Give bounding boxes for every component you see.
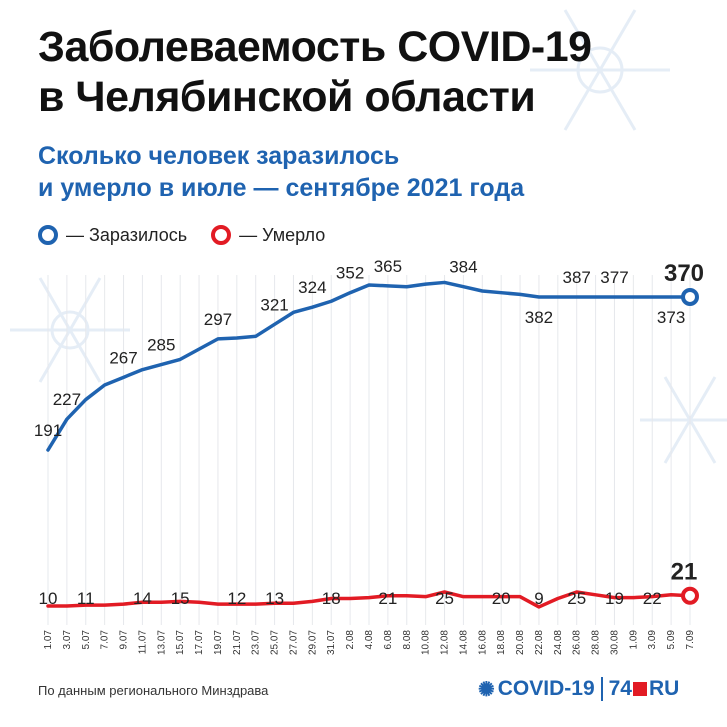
x-tick-label: 4.08 xyxy=(364,630,375,650)
data-label: 15 xyxy=(171,589,190,608)
subtitle-line-2: и умерло в июле — сентябре 2021 года xyxy=(38,174,525,202)
x-tick-label: 19.07 xyxy=(213,630,224,655)
x-tick-label: 29.07 xyxy=(307,630,318,655)
data-label: 10 xyxy=(39,589,58,608)
data-label: 14 xyxy=(133,589,152,608)
legend-item-died: — Умерло xyxy=(211,225,325,246)
series-end-marker-0 xyxy=(681,287,699,306)
x-tick-label: 12.08 xyxy=(440,630,451,655)
page-title: Заболеваемость COVID-19 в Челябинской об… xyxy=(38,22,592,122)
x-tick-label: 18.08 xyxy=(496,630,507,655)
data-label: 384 xyxy=(449,258,477,277)
x-tick-label: 10.08 xyxy=(421,630,432,655)
data-label: 227 xyxy=(53,390,81,409)
data-label: 285 xyxy=(147,336,175,355)
logo-ru-text: RU xyxy=(648,677,680,700)
logo-divider xyxy=(600,677,603,701)
legend-item-infected: — Заразилось xyxy=(38,225,187,246)
legend-died-label: — Умерло xyxy=(239,224,326,245)
data-label: 19 xyxy=(605,589,624,608)
x-tick-label: 21.07 xyxy=(232,630,243,655)
data-label: 373 xyxy=(657,308,685,327)
data-label: 9 xyxy=(534,589,543,608)
legend-infected-label: — Заразилось xyxy=(66,224,188,245)
x-tick-label: 15.07 xyxy=(175,630,186,655)
x-tick-label: 28.08 xyxy=(591,630,602,655)
x-tick-label: 16.08 xyxy=(477,630,488,655)
x-tick-label: 5.09 xyxy=(666,630,677,650)
x-tick-label: 25.07 xyxy=(270,630,281,655)
data-label: 382 xyxy=(525,308,553,327)
brand-logo: ✺ COVID-19 74 RU xyxy=(478,674,679,704)
x-tick-label: 24.08 xyxy=(553,630,564,655)
data-label: 377 xyxy=(600,268,628,287)
legend-infected-marker-icon xyxy=(38,225,58,245)
x-tick-label: 13.07 xyxy=(156,630,167,655)
title-line-2: в Челябинской области xyxy=(38,73,536,121)
x-tick-label: 20.08 xyxy=(515,630,526,655)
data-label: 20 xyxy=(492,589,511,608)
x-tick-label: 3.09 xyxy=(647,630,658,650)
data-label: 12 xyxy=(227,589,246,608)
x-tick-label: 5.07 xyxy=(81,630,92,650)
x-tick-label: 9.07 xyxy=(119,630,130,650)
chart-subtitle: Сколько человек заразилось и умерло в ию… xyxy=(38,140,524,204)
x-tick-label: 7.07 xyxy=(100,630,111,650)
x-tick-label: 8.08 xyxy=(402,630,413,650)
x-tick-label: 26.08 xyxy=(572,630,583,655)
data-label: 387 xyxy=(563,268,591,287)
data-label: 321 xyxy=(260,295,288,314)
x-tick-label: 30.08 xyxy=(609,630,620,655)
x-tick-label: 14.08 xyxy=(458,630,469,655)
data-label: 267 xyxy=(109,348,137,367)
series-last-value-label: 370 xyxy=(664,260,704,287)
x-tick-label: 7.09 xyxy=(685,630,696,650)
data-label: 365 xyxy=(374,257,402,276)
data-label: 22 xyxy=(643,589,662,608)
data-label: 21 xyxy=(378,589,397,608)
x-tick-label: 1.07 xyxy=(43,630,54,650)
data-label: 297 xyxy=(204,310,232,329)
x-tick-label: 23.07 xyxy=(251,630,262,655)
x-tick-label: 6.08 xyxy=(383,630,394,650)
logo-red-square-icon xyxy=(632,682,647,696)
x-tick-label: 11.07 xyxy=(137,630,148,655)
chart-legend: — Заразилось — Умерло xyxy=(38,223,349,247)
data-label: 13 xyxy=(265,589,284,608)
x-tick-label: 3.07 xyxy=(62,630,73,650)
x-tick-label: 27.07 xyxy=(288,630,299,655)
logo-covid-text: COVID-19 xyxy=(497,677,595,700)
legend-died-marker-icon xyxy=(211,225,232,245)
x-tick-label: 2.08 xyxy=(345,630,356,650)
source-note: По данным регионального Минздрава xyxy=(38,683,269,698)
subtitle-line-1: Сколько человек заразилось xyxy=(38,142,400,170)
data-label: 25 xyxy=(435,589,454,608)
data-label: 324 xyxy=(298,278,326,297)
data-label: 352 xyxy=(336,264,364,283)
x-tick-label: 31.07 xyxy=(326,630,337,655)
title-line-1: Заболеваемость COVID-19 xyxy=(38,23,592,71)
x-tick-label: 17.07 xyxy=(194,630,205,655)
x-tick-label: 1.09 xyxy=(628,630,639,650)
data-label: 18 xyxy=(322,589,341,608)
series-last-value-label: 21 xyxy=(671,559,698,586)
virus-icon: ✺ xyxy=(478,678,495,701)
logo-74-text: 74 xyxy=(608,677,632,700)
x-tick-label: 22.08 xyxy=(534,630,545,655)
data-label: 11 xyxy=(77,589,95,608)
data-label: 191 xyxy=(34,421,62,440)
data-label: 25 xyxy=(567,589,586,608)
series-end-marker-1 xyxy=(681,586,699,605)
